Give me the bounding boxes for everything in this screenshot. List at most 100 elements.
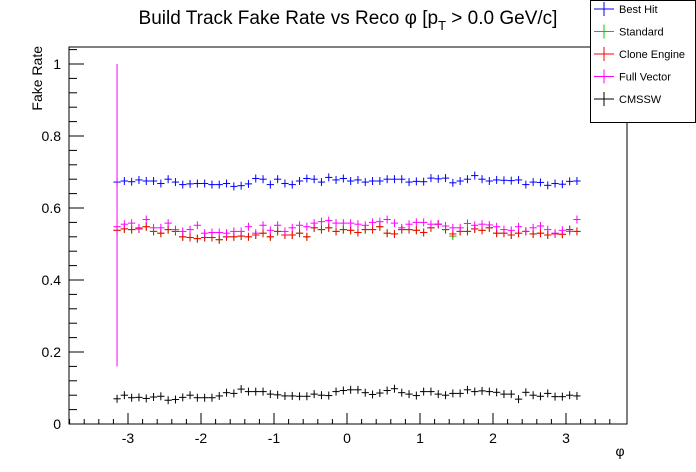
legend: Best Hit Standard Clone Engine Full Vector C… [590,0,696,123]
data-point [157,223,165,232]
data-point [449,223,457,232]
data-point [135,223,143,232]
data-point [347,177,355,185]
data-point [149,223,158,232]
data-point [456,177,464,185]
data-point [128,177,136,186]
x-tick-label: -2 [195,430,208,446]
data-point [449,178,457,187]
data-point [551,179,559,188]
data-point [398,223,406,232]
y-tick-label: 0.8 [42,128,62,144]
legend-label: Clone Engine [619,49,685,61]
data-point [179,180,187,189]
data-point [332,387,340,396]
data-point [325,216,333,225]
data-point [573,177,581,185]
data-point [208,393,216,402]
data-point [266,226,274,235]
data-point [412,218,420,227]
data-point [456,389,464,398]
data-point [558,180,566,189]
data-point [566,391,574,400]
data-point [325,391,333,400]
data-point [544,181,552,190]
data-point [120,391,128,400]
data-point [398,175,406,184]
x-tick-label: -3 [122,430,135,446]
data-point [544,389,552,398]
data-point [522,227,530,236]
data-point [149,177,158,185]
data-point [259,175,267,184]
data-point [507,390,515,399]
data-point [376,217,384,226]
data-point [420,228,428,237]
series-best-hit [113,171,581,191]
data-point [230,182,238,191]
data-point [193,393,201,402]
data-point [493,175,501,184]
data-point [420,387,428,396]
data-point [215,235,223,244]
data-point [186,225,194,234]
data-point [354,220,362,229]
data-point [215,391,223,400]
data-point [544,225,552,234]
data-point [441,391,450,400]
data-point [274,175,282,184]
data-point [164,219,172,228]
data-point [252,387,260,396]
data-point [171,225,180,234]
data-point [434,390,442,399]
data-point [558,392,566,401]
data-point [420,177,428,186]
data-point [354,175,362,184]
data-point [193,234,201,243]
data-point [164,175,172,184]
data-point [142,394,150,403]
data-point [485,220,493,229]
data-point [222,179,231,188]
data-point [171,178,180,187]
data-point [317,217,326,226]
data-point [500,390,508,399]
data-point [135,175,143,184]
data-point [347,226,355,235]
data-point [427,174,435,183]
data-point [266,180,274,189]
data-point [441,174,450,183]
data-point [339,174,347,183]
data-point [317,391,326,400]
data-point [157,392,165,401]
data-point [193,221,201,230]
data-point [332,175,340,184]
data-point [485,387,493,396]
data-point [376,177,384,185]
data-point [507,226,515,235]
legend-item: Standard [594,24,664,39]
data-point [252,174,260,183]
data-point [288,231,296,239]
data-point [310,219,318,228]
data-point [339,386,347,395]
data-point [354,385,362,394]
data-point [522,388,530,397]
data-point [164,396,172,405]
data-point [493,388,501,397]
data-point [573,227,581,236]
data-point [390,384,399,393]
data-point [259,229,267,238]
data-point [514,175,523,184]
data-point [142,215,150,224]
x-tick-label: -1 [268,430,281,446]
data-point [420,218,428,227]
data-point [368,218,377,227]
data-point [500,225,508,234]
data-point [368,225,377,234]
data-point [266,390,274,399]
data-point [536,392,545,401]
x-axis-label: φ [615,443,624,459]
data-point [193,179,201,188]
